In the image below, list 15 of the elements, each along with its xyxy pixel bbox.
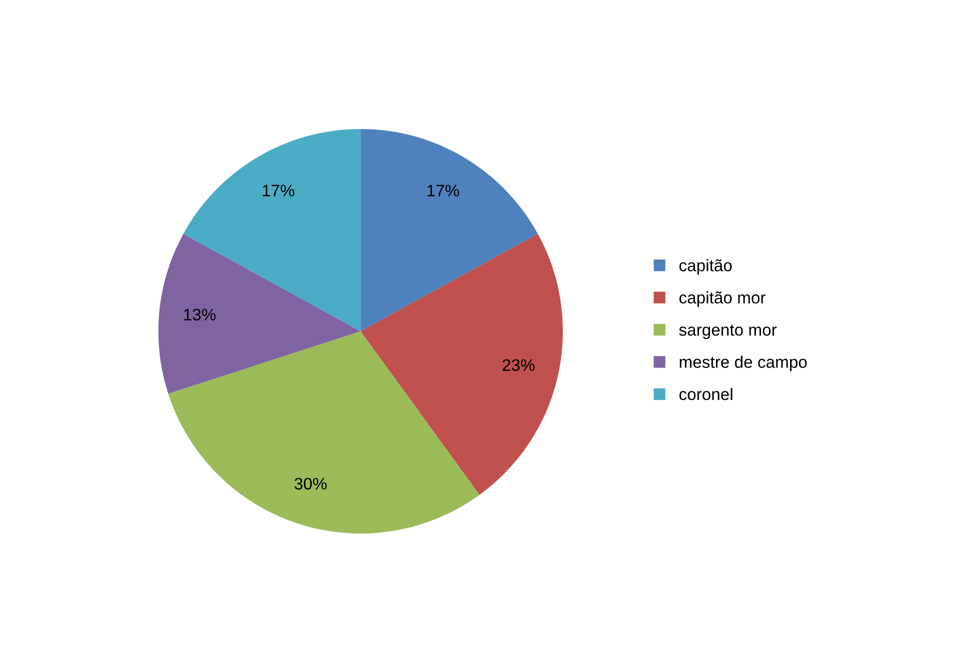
legend-label: mestre de campo xyxy=(680,356,807,372)
data-label: 17% xyxy=(262,184,294,196)
data-label: 17% xyxy=(428,184,460,196)
pie-slice xyxy=(183,129,361,332)
legend-label: coronel xyxy=(679,388,732,400)
data-label: 13% xyxy=(184,308,216,321)
pie-slice xyxy=(360,234,563,495)
legend-label: sargento mor xyxy=(679,324,777,340)
data-label: 23% xyxy=(502,359,535,372)
data-label: 30% xyxy=(294,478,327,490)
pie-slice xyxy=(360,129,538,332)
pie-slice xyxy=(168,331,480,534)
legend-label: capitão mor xyxy=(679,291,766,307)
legend-label: capitão xyxy=(679,259,732,275)
pie-slice xyxy=(158,234,361,394)
